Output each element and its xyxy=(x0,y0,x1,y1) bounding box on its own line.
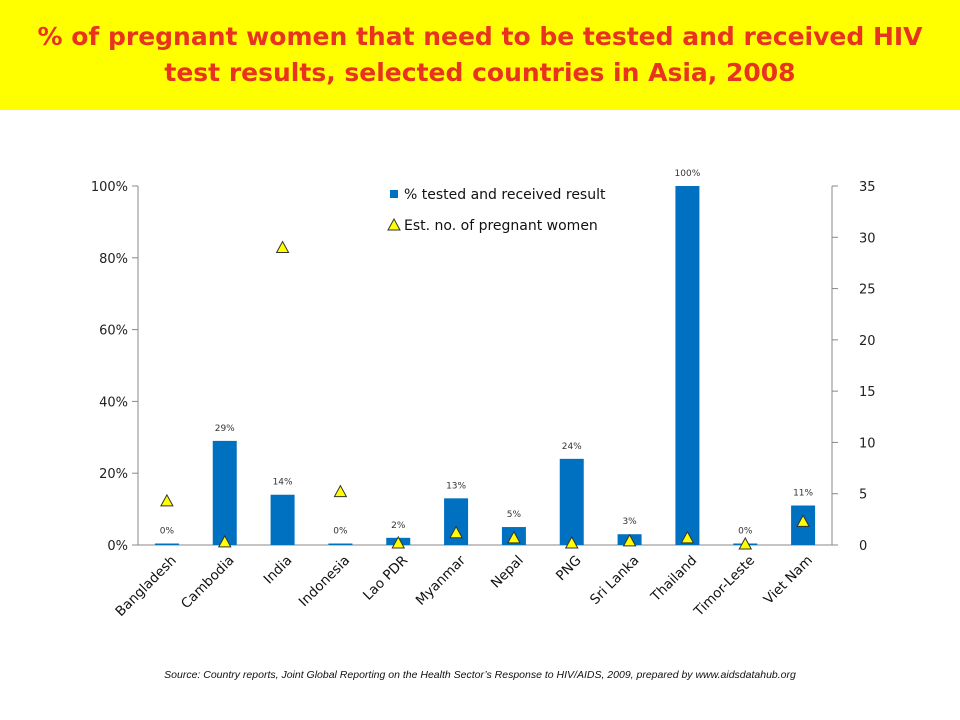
y-right-tick-label: 15 xyxy=(859,385,876,400)
y-left-tick-label: 80% xyxy=(99,252,128,267)
category-label: Thailand xyxy=(647,553,700,606)
triangle-marker xyxy=(622,533,637,547)
bar-data-label: 0% xyxy=(160,527,175,537)
markers xyxy=(160,240,810,550)
axes: 0% 20% 40% 60% 80% 100% 0 5 10 15 20 25 30 35 Banglade… xyxy=(91,180,876,620)
bar xyxy=(212,440,237,545)
y-right-tick-label: 30 xyxy=(859,231,876,246)
y-right-tick-label: 10 xyxy=(859,436,876,451)
triangle-marker xyxy=(333,484,348,498)
legend-triangle-label: Est. no. of pregnant women xyxy=(404,218,598,234)
source-note: Source: Country reports, Joint Global Re… xyxy=(164,669,796,681)
y-right-tick-label: 35 xyxy=(859,180,876,195)
bar-data-label: 13% xyxy=(446,481,466,491)
bar xyxy=(675,186,700,545)
triangle-marker xyxy=(275,240,290,254)
category-label: Timor-Leste xyxy=(690,553,758,621)
bar-data-label: 29% xyxy=(215,424,235,434)
legend-bar-swatch xyxy=(390,190,398,198)
category-label: Bangladesh xyxy=(112,553,179,620)
bar-data-label: 11% xyxy=(793,489,813,499)
triangle-marker xyxy=(449,525,463,539)
category-label: Cambodia xyxy=(178,553,238,613)
triangle-marker xyxy=(738,536,753,550)
bar xyxy=(559,458,584,545)
triangle-marker xyxy=(796,514,810,527)
bar-data-label: 14% xyxy=(273,478,293,488)
bar-data-label: 0% xyxy=(738,527,753,537)
bar-data-label: 2% xyxy=(391,521,406,531)
y-left-tick-label: 40% xyxy=(99,395,128,410)
bar xyxy=(154,543,179,545)
data-labels: 0% 29% 14% 0% 2% 13% 5% 24% 3% 100% 0% 11% xyxy=(160,169,814,537)
bar xyxy=(328,543,353,545)
legend-triangle-swatch xyxy=(387,217,401,231)
bar-data-label: 24% xyxy=(562,442,582,452)
category-label: Myanmar xyxy=(413,552,469,608)
triangle-marker xyxy=(680,530,695,544)
bar-data-label: 5% xyxy=(507,510,522,520)
bar xyxy=(270,494,295,545)
legend-bar-label: % tested and received result xyxy=(404,187,606,203)
category-label: Nepal xyxy=(488,553,527,592)
triangle-marker xyxy=(160,493,174,507)
triangle-marker xyxy=(391,535,406,549)
bars xyxy=(154,186,816,545)
category-label: Viet Nam xyxy=(761,553,816,608)
bar-data-label: 0% xyxy=(333,527,348,537)
chart-area: 0% 20% 40% 60% 80% 100% 0 5 10 15 20 25 30 35 Banglade… xyxy=(91,169,876,620)
y-right-tick-label: 20 xyxy=(859,334,876,349)
category-label: PNG xyxy=(553,553,585,585)
y-left-tick-label: 0% xyxy=(107,539,128,554)
category-label: India xyxy=(261,553,296,588)
y-left-tick-label: 60% xyxy=(99,324,128,339)
y-right-tick-label: 25 xyxy=(859,283,876,298)
y-right-tick-label: 5 xyxy=(859,488,867,503)
bar-data-label: 100% xyxy=(675,169,701,179)
category-label: Lao PDR xyxy=(360,553,411,604)
bar-data-label: 3% xyxy=(622,517,637,527)
y-right-tick-label: 0 xyxy=(859,539,867,554)
y-left-tick-label: 100% xyxy=(91,180,128,195)
triangle-marker xyxy=(564,535,579,549)
category-label: Sri Lanka xyxy=(587,553,642,608)
title-banner: % of pregnant women that need to be test… xyxy=(0,0,960,110)
category-label: Indonesia xyxy=(296,553,353,610)
triangle-marker xyxy=(507,530,521,544)
y-left-tick-label: 20% xyxy=(99,467,128,482)
triangle-marker xyxy=(217,534,232,548)
chart-title: % of pregnant women that need to be test… xyxy=(37,22,923,87)
legend: % tested and received result Est. no. of … xyxy=(387,187,606,234)
